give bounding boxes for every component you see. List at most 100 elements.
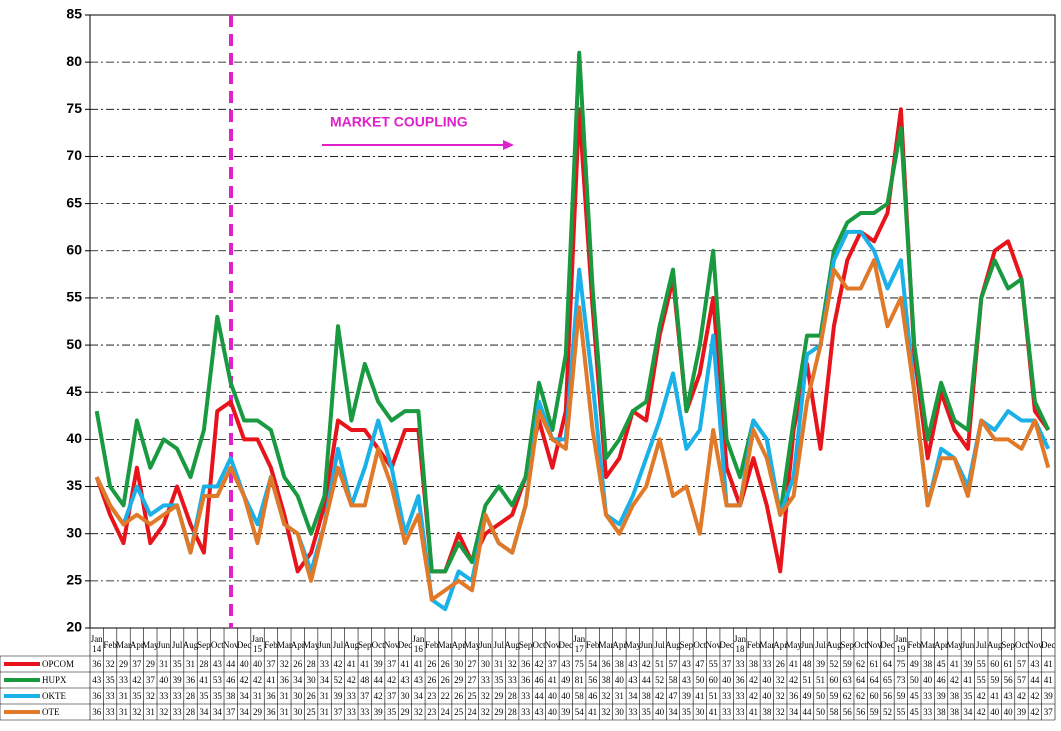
x-tick-label: Aug	[344, 640, 360, 650]
table-cell: 42	[534, 659, 543, 669]
x-tick-label: Oct	[372, 640, 385, 650]
table-cell: 42	[333, 659, 342, 669]
table-cell: 34	[199, 707, 209, 717]
table-cell: 29	[454, 675, 464, 685]
table-cell: 33	[481, 675, 491, 685]
table-cell: 56	[1004, 675, 1014, 685]
table-cell: 52	[829, 659, 838, 669]
table-cell: 33	[106, 691, 116, 701]
table-cell: 27	[467, 675, 477, 685]
table-cell: 41	[347, 659, 356, 669]
table-cell: 75	[896, 659, 906, 669]
table-cell: 33	[923, 707, 933, 717]
table-cell: 45	[910, 707, 920, 717]
x-tick-label: Apr	[612, 640, 626, 650]
table-cell: 43	[400, 675, 410, 685]
table-cell: 39	[374, 707, 384, 717]
x-tick-label: Oct	[1015, 640, 1028, 650]
x-tick-label: Sep	[1001, 640, 1015, 650]
table-cell: 40	[561, 691, 571, 701]
table-cell: 33	[119, 675, 129, 685]
table-cell: 36	[736, 675, 746, 685]
x-tick-label: Jul	[172, 640, 183, 650]
table-cell: 39	[816, 659, 826, 669]
table-cell: 38	[226, 691, 236, 701]
table-cell: 57	[669, 659, 679, 669]
x-tick-label: Feb	[264, 640, 278, 650]
table-cell: 22	[441, 691, 450, 701]
table-cell: 41	[199, 675, 208, 685]
table-cell: 32	[508, 659, 517, 669]
table-cell: 35	[494, 675, 504, 685]
x-tick-label: Jan 17	[573, 634, 585, 654]
table-cell: 58	[829, 707, 839, 717]
table-cell: 55	[977, 675, 987, 685]
table-cell: 60	[709, 675, 719, 685]
legend-label: OKTE	[42, 691, 66, 701]
table-cell: 39	[963, 659, 973, 669]
x-tick-label: Nov	[1027, 640, 1043, 650]
table-cell: 32	[776, 707, 785, 717]
table-cell: 43	[682, 675, 692, 685]
table-cell: 62	[856, 659, 865, 669]
table-cell: 32	[481, 707, 490, 717]
table-cell: 38	[615, 659, 625, 669]
table-cell: 30	[615, 707, 625, 717]
x-tick-label: Jul	[333, 640, 344, 650]
x-tick-label: Dec	[398, 640, 413, 650]
table-cell: 48	[803, 659, 813, 669]
table-cell: 57	[1017, 659, 1027, 669]
table-cell: 43	[1004, 691, 1014, 701]
table-cell: 35	[213, 691, 223, 701]
table-cell: 42	[789, 675, 798, 685]
x-tick-label: Mar	[438, 640, 453, 650]
table-cell: 42	[977, 691, 986, 701]
x-tick-label: Jun	[801, 640, 814, 650]
table-cell: 47	[669, 691, 679, 701]
table-cell: 41	[360, 659, 369, 669]
x-tick-label: Oct	[532, 640, 545, 650]
table-cell: 36	[92, 707, 102, 717]
table-cell: 49	[561, 675, 571, 685]
table-cell: 26	[427, 675, 437, 685]
table-cell: 43	[561, 659, 571, 669]
table-cell: 41	[400, 659, 409, 669]
legend-label: HUPX	[42, 675, 67, 685]
table-cell: 32	[414, 707, 423, 717]
y-tick-label: 55	[66, 289, 82, 305]
table-cell: 35	[173, 659, 183, 669]
table-cell: 40	[762, 691, 772, 701]
x-tick-label: Nov	[866, 640, 882, 650]
x-tick-label: Mar	[920, 640, 935, 650]
table-cell: 32	[132, 707, 141, 717]
table-cell: 43	[1030, 659, 1040, 669]
x-tick-label: Oct	[854, 640, 867, 650]
table-cell: 61	[1004, 659, 1013, 669]
table-cell: 33	[521, 707, 531, 717]
x-tick-label: May	[303, 640, 320, 650]
table-cell: 81	[575, 675, 584, 685]
table-cell: 43	[92, 675, 102, 685]
table-cell: 32	[602, 707, 611, 717]
table-cell: 30	[293, 707, 303, 717]
table-cell: 39	[937, 691, 947, 701]
table-cell: 36	[789, 691, 799, 701]
x-tick-label: Jan 16	[412, 634, 424, 654]
table-cell: 24	[467, 707, 477, 717]
table-cell: 31	[186, 659, 195, 669]
table-cell: 42	[1030, 707, 1039, 717]
table-cell: 31	[280, 707, 289, 717]
table-cell: 42	[387, 675, 396, 685]
table-cell: 45	[910, 691, 920, 701]
x-tick-label: Feb	[908, 640, 922, 650]
table-cell: 33	[762, 659, 772, 669]
table-cell: 50	[816, 691, 826, 701]
table-cell: 32	[146, 691, 155, 701]
table-cell: 29	[400, 707, 410, 717]
table-cell: 26	[427, 659, 437, 669]
table-cell: 39	[1044, 691, 1054, 701]
table-cell: 33	[173, 691, 183, 701]
x-tick-part: 17	[575, 644, 585, 654]
table-cell: 50	[910, 675, 920, 685]
